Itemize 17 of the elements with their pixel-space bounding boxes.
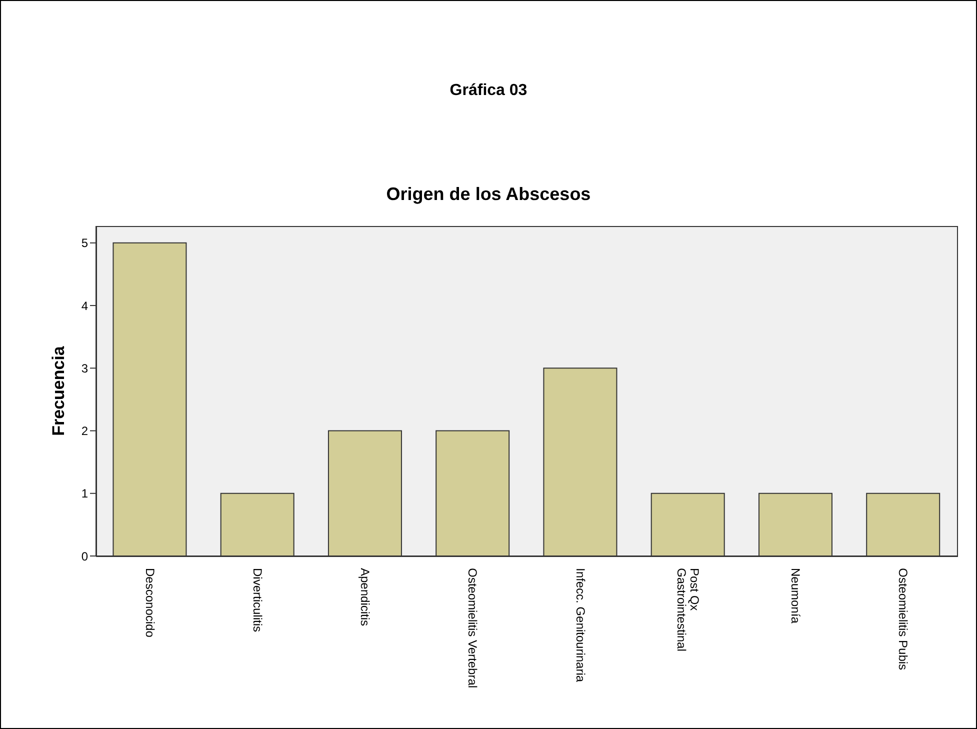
y-tick-label: 0 bbox=[81, 549, 88, 564]
chart-title: Gráfica 03 bbox=[448, 82, 528, 100]
x-tick-label: Infecc. Genitourinaria bbox=[573, 568, 588, 682]
x-tick-label: Desconocido bbox=[142, 568, 157, 638]
y-tick-label: 3 bbox=[81, 361, 88, 376]
y-axis-title: Frecuencia bbox=[49, 346, 68, 436]
y-tick-label: 1 bbox=[81, 486, 88, 501]
y-tick-label: 2 bbox=[81, 424, 88, 438]
x-tick-label: Diverticulitis bbox=[250, 568, 264, 632]
x-tick-label: Osteomielitis Vertebral bbox=[466, 568, 480, 688]
x-tick-label: Osteomielitis Pubis bbox=[896, 568, 910, 670]
chart-subtitle: Origen de los Abscesos bbox=[385, 184, 592, 205]
y-tick-label: 5 bbox=[81, 236, 88, 250]
x-tick-label: Apendicitis bbox=[358, 568, 372, 626]
y-tick-label: 4 bbox=[81, 298, 88, 313]
x-tick-label: Neumonía bbox=[788, 568, 803, 624]
x-tick-label: Post Qx Gastrointestinal bbox=[674, 568, 702, 652]
